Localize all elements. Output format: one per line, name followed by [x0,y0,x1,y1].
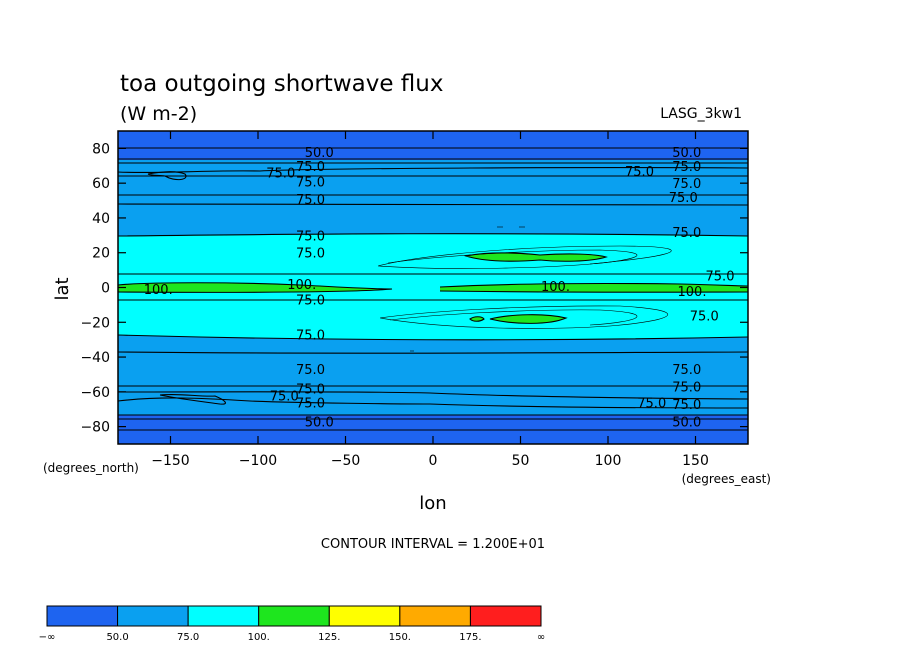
contour-lines [118,147,748,431]
contour-label: 75.0 [637,396,666,411]
contour-label: 75.0 [266,167,295,182]
y-tick-label: 40 [92,211,110,227]
contour-label: 75.0 [672,398,701,413]
colorbar-swatch [117,605,189,627]
y-tick-label: −60 [80,385,110,401]
colorbar-label: 75.0 [177,632,199,643]
x-tick-label: −50 [331,453,361,469]
dataset-label: LASG_3kw1 [660,106,742,122]
contour-label: 75.0 [296,382,325,397]
north-tropical-patch [466,252,606,262]
x-tick-label: −150 [151,453,189,469]
contour-interval-label: CONTOUR INTERVAL = 1.200E+01 [321,537,545,552]
contour-label: 75.0 [690,309,719,324]
contour-label: 75.0 [296,193,325,208]
colorbar-swatch [328,605,401,627]
y-axis: 80 60 40 20 0 −20 −40 −60 −80 [80,141,748,436]
contour-label: 100. [678,285,707,300]
y-tick-label: −40 [80,350,110,366]
contour-label: 100. [144,283,173,298]
contour-label: 75.0 [296,160,325,175]
colorbar-label: −∞ [39,632,56,643]
colorbar-label: 150. [389,632,411,643]
colorbar-swatch [187,605,260,627]
x-axis-title: lon [419,493,446,514]
colorbar-swatch [399,605,471,627]
band-south-subtropics-lower [118,335,748,352]
y-tick-label: −20 [80,315,110,331]
colorbar-label: 125. [318,632,340,643]
chart-title: toa outgoing shortwave flux [120,71,443,97]
contour-label: 50.0 [305,415,334,430]
colorbar-label: 50.0 [106,632,128,643]
x-tick-label: 150 [682,453,709,469]
x-axis: −150 −100 −50 0 50 100 150 [151,131,709,469]
colorbar-swatch [258,605,330,627]
colorbar-label: ∞ [537,632,545,643]
y-tick-label: −80 [80,420,110,436]
itcz-patch-east [440,283,748,293]
contour-label: 50.0 [672,146,701,161]
x-tick-label: −100 [239,453,277,469]
contour-label: 100. [541,280,570,295]
contour-label: 75.0 [270,389,299,404]
units-label: (W m-2) [120,103,197,125]
contour-label: 50.0 [672,415,701,430]
x-tick-label: 100 [595,453,622,469]
y-axis-title: lat [52,277,73,300]
itcz-patch-west [118,282,392,293]
contour-label: 75.0 [669,191,698,206]
contour-label: 75.0 [296,363,325,378]
contour-label: 75.0 [672,381,701,396]
contour-label: 75.0 [296,294,325,309]
y-tick-label: 0 [101,281,110,297]
x-tick-label: 0 [429,453,438,469]
colorbar-label: 175. [459,632,481,643]
south-tropical-patch [490,314,566,324]
contour-label: 75.0 [672,363,701,378]
south-tropical-spot [470,316,484,322]
band-north-subtropics-upper [118,225,748,236]
contour-label: 75.0 [672,160,701,175]
contour-label: 75.0 [706,269,735,284]
contour-labels: 50.0 50.075.075.0 75.0 75.075.0 75.075.0 75.0… [144,146,735,431]
x-unit-label: (degrees_east) [682,472,771,486]
y-unit-label: (degrees_north) [43,461,139,475]
contour-label: 75.0 [625,165,654,180]
contour-label: 75.0 [296,396,325,411]
contour-label: 75.0 [296,229,325,244]
contour-label: 75.0 [672,226,701,241]
contour-label: 50.0 [305,146,334,161]
x-tick-label: 50 [512,453,530,469]
thin-contour-lines [377,226,672,352]
colorbar-swatch [46,605,119,627]
contour-label: 75.0 [672,177,701,192]
contour-label: 100. [287,278,316,293]
plot-area: 50.0 50.075.075.0 75.0 75.075.0 75.075.0 75.0… [118,131,748,444]
y-tick-label: 60 [92,176,110,192]
colorbar-swatch [469,605,542,627]
contour-label: 75.0 [296,175,325,190]
y-tick-label: 80 [92,141,110,157]
y-tick-label: 20 [92,246,110,262]
contour-label: 75.0 [296,328,325,343]
colorbar: −∞ 50.0 75.0 100. 125. 150. 175. ∞ [39,605,545,643]
colorbar-label: 100. [248,632,270,643]
contour-label: 75.0 [296,247,325,262]
